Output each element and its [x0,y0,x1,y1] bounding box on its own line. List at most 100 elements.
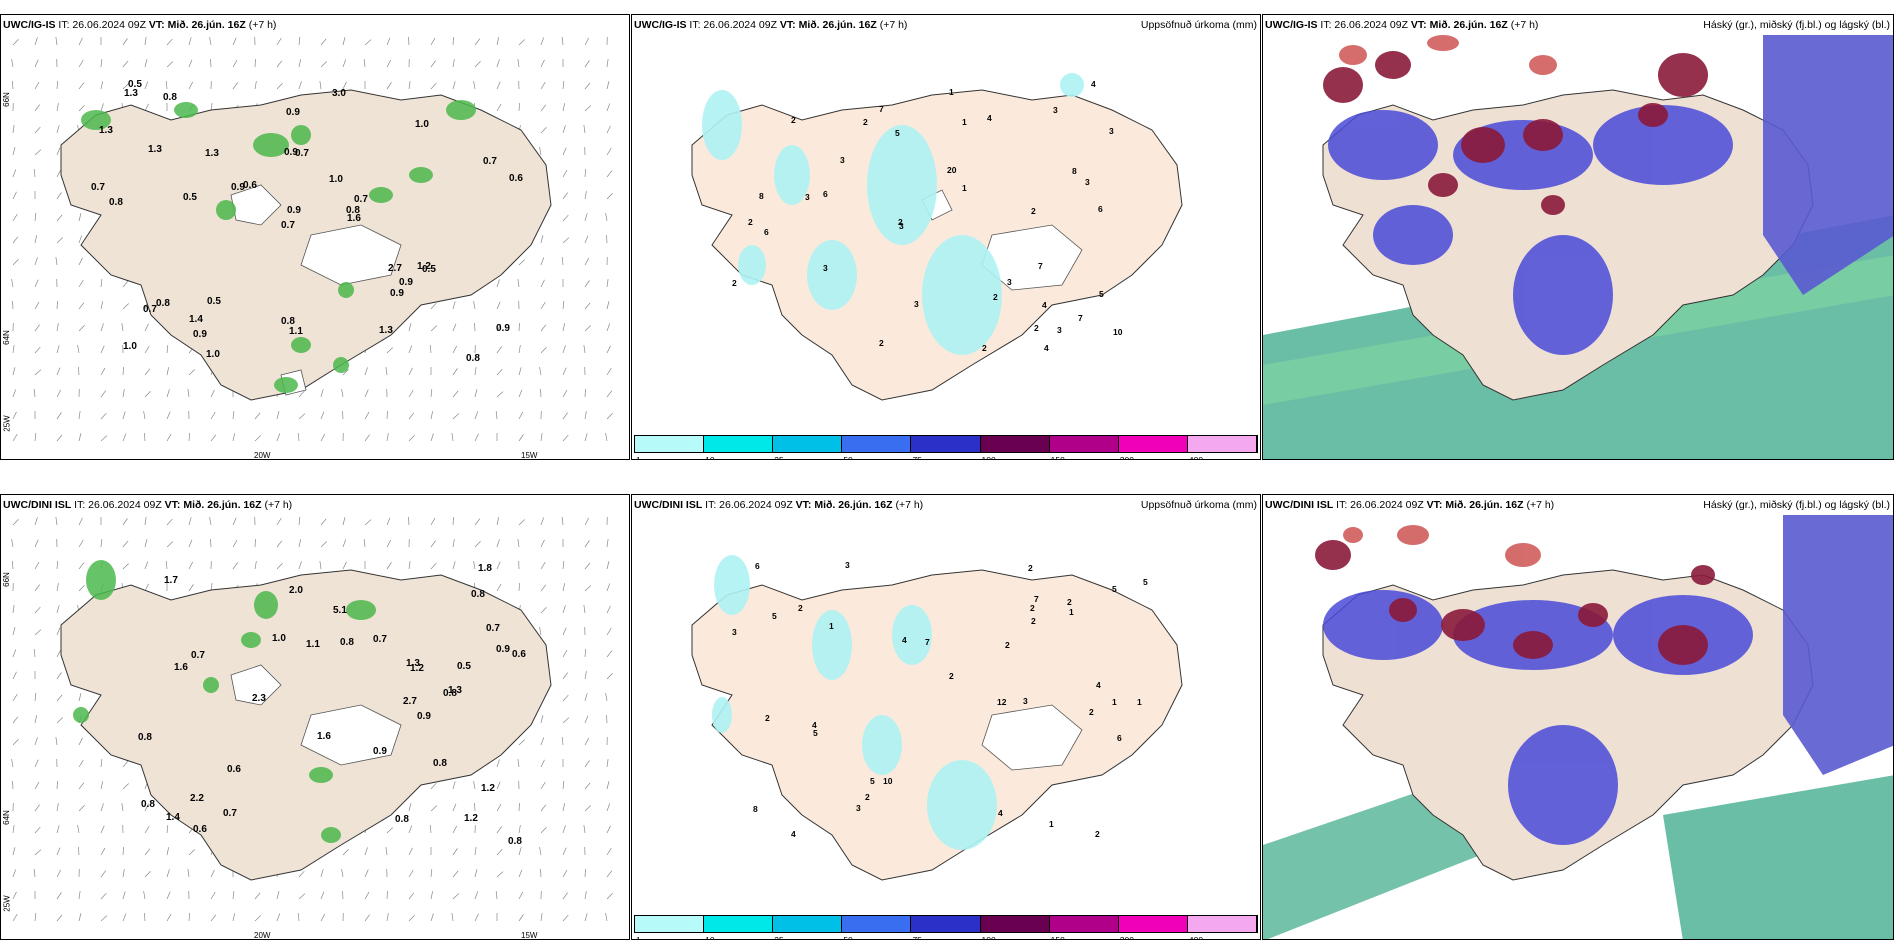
wind-barb [78,105,85,112]
wind-barb [56,583,59,592]
value-label: 6 [1098,204,1103,214]
wind-barb [452,36,454,46]
value-label: 0.8 [466,353,480,364]
wind-barb [341,389,344,398]
value-label: 2 [993,292,998,302]
wind-barb [364,519,372,526]
wind-barb [518,869,523,878]
value-label: 1 [949,87,954,97]
wind-barb [584,325,591,332]
wind-barb [606,301,610,310]
wind-barb [517,279,520,288]
wind-barb [122,913,127,922]
wind-barb [496,37,500,46]
wind-barb [100,825,105,834]
wind-barb [364,389,369,398]
wind-barb [298,870,305,878]
wind-barb [34,257,38,266]
wind-barb [100,759,103,768]
wind-barb [584,891,587,900]
wind-barb [12,389,17,398]
wind-barb [122,303,129,310]
wind-barb [12,300,14,310]
wind-barb [122,60,129,68]
lat-label-64n: 64N [1,330,11,345]
wind-barb [540,82,546,90]
wind-barb [540,127,547,134]
wind-barb [144,826,150,834]
wind-barb [320,433,326,442]
wind-barb [385,847,388,856]
wind-barb [606,59,609,68]
wind-barb [540,388,542,398]
value-label: 1.6 [347,213,361,224]
colorbar-tick: 50 [843,455,853,460]
colorbar-segment [1187,436,1257,452]
value-label: 1 [962,117,967,127]
wind-barb [540,562,546,570]
wind-barb [100,345,105,354]
wind-barb [166,345,169,354]
value-label: 2 [1030,603,1035,613]
value-label: 2 [1028,563,1033,573]
wind-barb [496,323,502,332]
wind-barb [386,539,392,548]
cloud-map [1263,35,1893,459]
wind-barb [209,517,212,526]
value-label: 2 [898,217,903,227]
wind-barb [100,367,106,376]
value-label: 0.8 [443,688,457,699]
wind-barb [320,518,327,526]
wind-barb [100,870,106,878]
wind-barb [562,627,567,636]
wind-barb [584,82,591,90]
wind-barb [584,411,587,420]
value-label: 4 [987,113,992,123]
wind-barb [144,912,146,922]
wind-barb [209,37,212,46]
wind-barb [518,739,525,746]
wind-barb [122,433,127,442]
wind-barb [56,649,62,658]
value-label: 0.9 [284,147,298,158]
wind-barb [144,432,146,442]
value-label: 1.3 [124,88,138,99]
wind-barb [121,323,124,332]
wind-barb [165,561,168,570]
value-label: 3 [732,627,737,637]
wind-barb [122,389,125,398]
wind-barb [56,847,61,856]
wind-barb [320,411,325,420]
wind-barb [320,389,324,398]
wind-barb [540,584,547,592]
panel-header: UWC/DINI ISL IT: 26.06.2024 09Z VT: Mið.… [3,499,293,511]
wind-barb [606,390,613,398]
wind-barb [562,914,569,922]
wind-barb [12,649,17,658]
wind-barb [298,561,302,570]
value-label: 2 [1095,829,1100,839]
wind-barb [342,517,346,526]
wind-barb [232,517,237,526]
wind-barb [188,517,192,526]
wind-barb [56,914,63,922]
wind-barb [56,367,61,376]
wind-barb [254,81,257,90]
value-label: 4 [1091,79,1096,89]
wind-barb [496,346,502,354]
wind-barb [78,257,83,266]
wind-barb [562,214,569,222]
wind-barb [562,147,567,156]
wind-barb [122,563,129,570]
wind-barb [364,869,369,878]
wind-barb [320,891,325,900]
wind-barb [408,825,413,834]
lat-label-25w: 25W [2,415,12,432]
wind-barb [34,433,37,442]
wind-barb [298,37,301,46]
iceland-outline [691,89,1183,401]
wind-barb [473,781,476,790]
panel-wind-ig-is: UWC/IG-IS IT: 26.06.2024 09Z VT: Mið. 26… [0,14,630,460]
wind-barb [144,346,150,354]
wind-barb [276,83,283,90]
